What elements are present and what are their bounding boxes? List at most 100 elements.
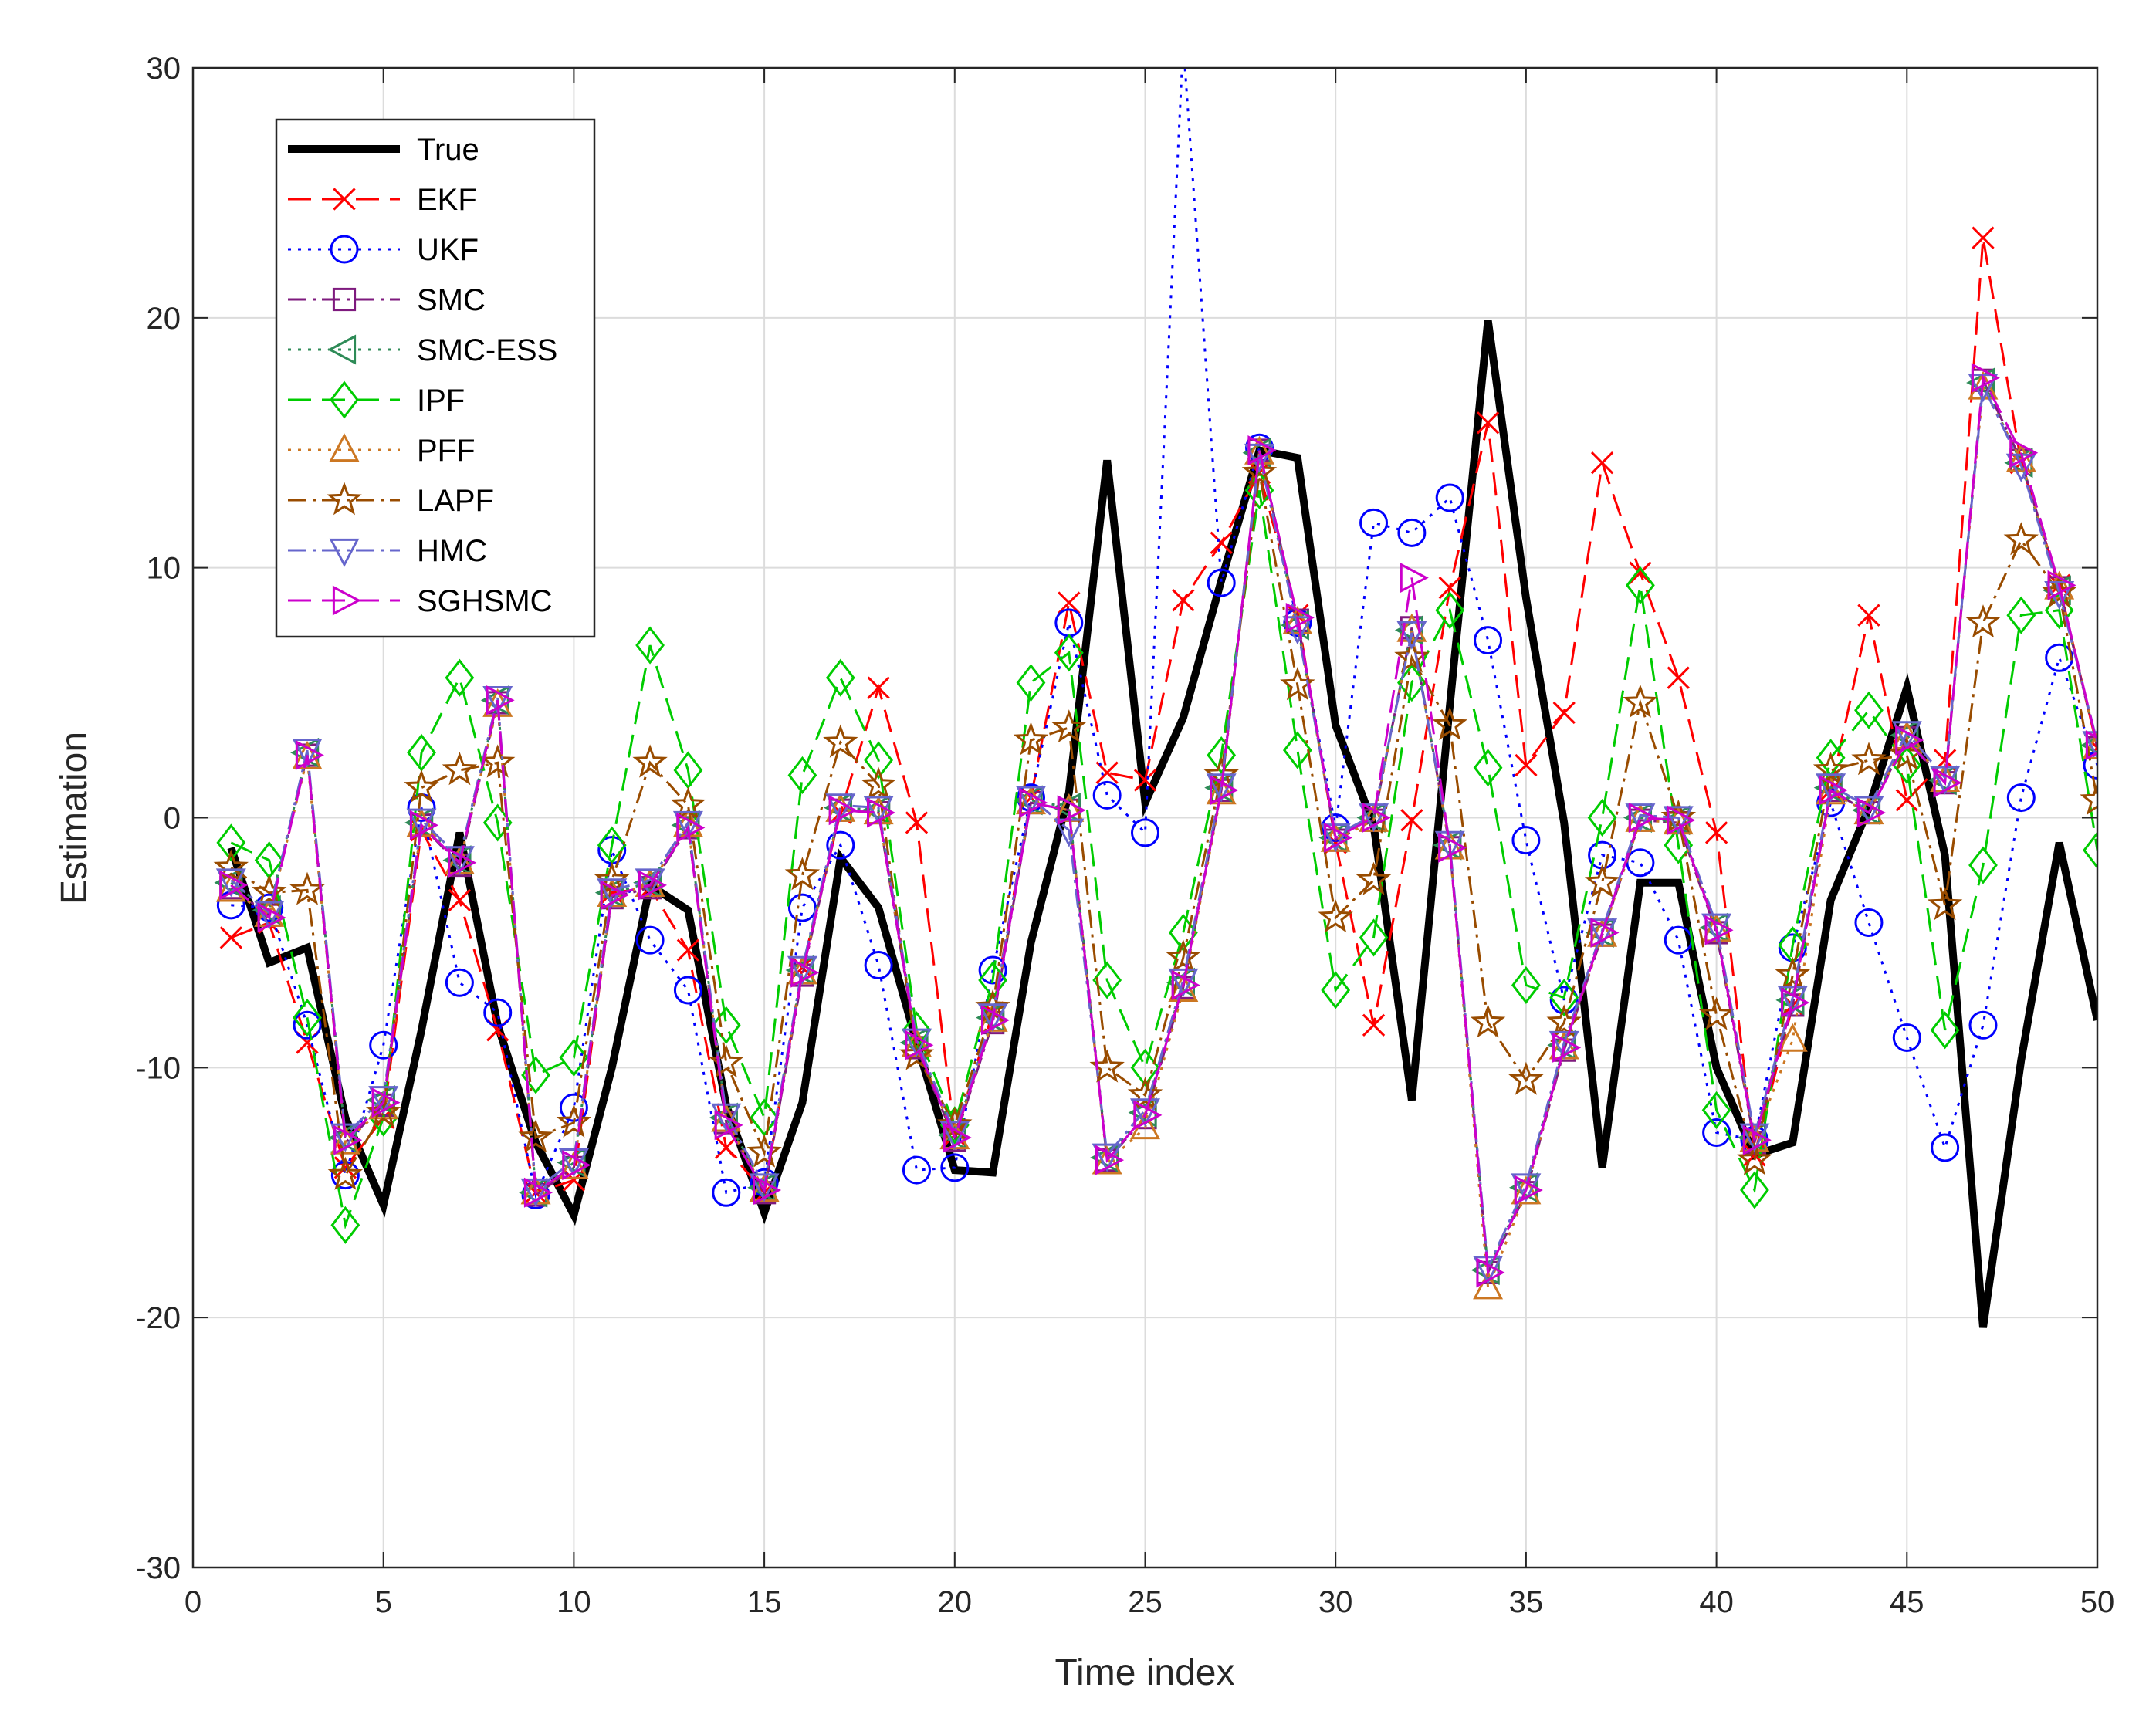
legend-marker-lapf — [327, 482, 362, 516]
legend-item-ukf: UKF — [288, 233, 479, 267]
data-point-sghsmc — [523, 1177, 553, 1208]
x-tick-label: 0 — [184, 1585, 201, 1619]
data-point-ekf — [1362, 1013, 1386, 1037]
data-point-sghsmc — [1133, 1100, 1163, 1131]
legend-label-smc: SMC — [417, 283, 486, 317]
data-point-hmc — [2044, 580, 2075, 610]
data-point-sghsmc — [1552, 1032, 1582, 1063]
series-true — [227, 320, 2097, 1328]
data-point-smc-ess — [2004, 448, 2033, 479]
data-point-ekf — [1400, 809, 1423, 832]
data-point-lapf — [1737, 1141, 1772, 1175]
data-point-pff — [1511, 1175, 1542, 1205]
data-point-sghsmc — [1400, 563, 1429, 594]
data-point-lapf — [861, 766, 896, 800]
data-point-sghsmc — [486, 685, 515, 715]
data-point-lapf — [442, 752, 478, 786]
data-point-lapf — [479, 744, 516, 778]
data-point-hmc — [1320, 823, 1351, 853]
data-point-lapf — [1698, 996, 1735, 1030]
x-tick-label: 30 — [1318, 1585, 1353, 1619]
data-point-ukf — [1092, 780, 1122, 810]
data-point-ipf — [978, 961, 1008, 999]
data-point-sghsmc — [943, 1122, 972, 1153]
data-point-lapf — [1775, 956, 1811, 990]
data-point-lapf — [1318, 899, 1353, 933]
legend: True EKF UKF SMC SMC-ESS IPF PFF LAPF HMC SGHSMC — [275, 118, 596, 638]
data-point-lapf — [1356, 861, 1392, 895]
data-point-lapf — [1508, 1061, 1544, 1095]
data-point-sghsmc — [828, 795, 858, 826]
data-point-ekf — [1172, 589, 1195, 612]
data-point-sghsmc — [1933, 767, 1962, 798]
data-point-lapf — [1051, 709, 1087, 743]
data-point-ukf — [2083, 751, 2097, 780]
data-point-ekf — [333, 1156, 357, 1179]
data-point-lapf — [289, 871, 325, 905]
legend-label-lapf: LAPF — [417, 484, 494, 518]
data-point-ipf — [1321, 971, 1351, 1009]
data-point-lapf — [746, 1134, 782, 1168]
data-point-hmc — [1891, 721, 1922, 750]
legend-item-true: True — [288, 133, 479, 167]
legend-label-ukf: UKF — [417, 233, 479, 267]
data-point-sghsmc — [371, 1087, 401, 1118]
data-point-sghsmc — [1057, 795, 1086, 826]
data-point-ipf — [1168, 913, 1198, 952]
data-point-lapf — [784, 857, 821, 891]
data-point-sghsmc — [1514, 1175, 1543, 1206]
legend-item-smc: SMC — [288, 283, 486, 317]
data-point-ukf — [1854, 908, 1884, 938]
data-point-ekf — [1438, 576, 1461, 600]
series-group — [213, 68, 2097, 1328]
data-point-hmc — [711, 1103, 742, 1132]
data-point-ipf — [1854, 691, 1884, 729]
data-point-lapf — [823, 724, 858, 758]
data-point-sghsmc — [1324, 822, 1353, 853]
data-point-lapf — [404, 769, 439, 803]
data-point-pff — [1092, 1145, 1122, 1175]
data-point-sghsmc — [1971, 363, 2000, 394]
x-tick-label: 10 — [557, 1585, 591, 1619]
data-point-ukf — [2006, 783, 2036, 813]
data-point-ipf — [1968, 846, 1998, 884]
axes-frame — [191, 66, 2099, 1569]
data-point-sghsmc — [2047, 570, 2076, 600]
data-point-ipf — [1016, 664, 1046, 702]
data-point-ipf — [864, 741, 894, 780]
data-point-pff — [2005, 443, 2036, 472]
legend-label-sghsmc: SGHSMC — [417, 584, 553, 618]
data-point-ekf — [1590, 451, 1614, 475]
x-tick-label: 50 — [2080, 1585, 2115, 1619]
data-point-sghsmc — [790, 957, 820, 988]
data-point-sghsmc — [905, 1030, 934, 1060]
data-point-lapf — [1432, 706, 1467, 741]
data-point-sghsmc — [1362, 803, 1391, 833]
data-point-sghsmc — [562, 1150, 591, 1181]
data-point-ukf — [369, 1030, 398, 1060]
data-point-ukf — [293, 1010, 322, 1040]
x-tick-label: 15 — [747, 1585, 782, 1619]
data-point-sghsmc — [867, 797, 896, 828]
x-tick-label: 40 — [1699, 1585, 1734, 1619]
data-point-sghsmc — [1095, 1145, 1125, 1175]
data-point-ukf — [940, 1153, 970, 1182]
legend-marker-ekf — [333, 188, 356, 211]
legend-marker-hmc — [329, 538, 360, 567]
data-point-hmc — [1359, 803, 1389, 833]
data-point-lapf — [2080, 781, 2097, 816]
data-point-sghsmc — [600, 880, 629, 911]
legend-marker-sghsmc — [332, 585, 361, 616]
data-point-lapf — [1812, 752, 1849, 786]
data-point-pff — [330, 1125, 360, 1155]
x-tick-label: 45 — [1890, 1585, 1924, 1619]
data-point-ukf — [1892, 1023, 1921, 1052]
data-point-ukf — [1131, 818, 1159, 847]
data-point-ukf — [1968, 1010, 1998, 1040]
data-point-pff — [292, 740, 323, 769]
data-point-ukf — [1359, 508, 1389, 537]
data-point-lapf — [327, 1156, 364, 1190]
data-point-lapf — [1584, 864, 1620, 898]
data-point-ipf — [330, 1206, 360, 1244]
